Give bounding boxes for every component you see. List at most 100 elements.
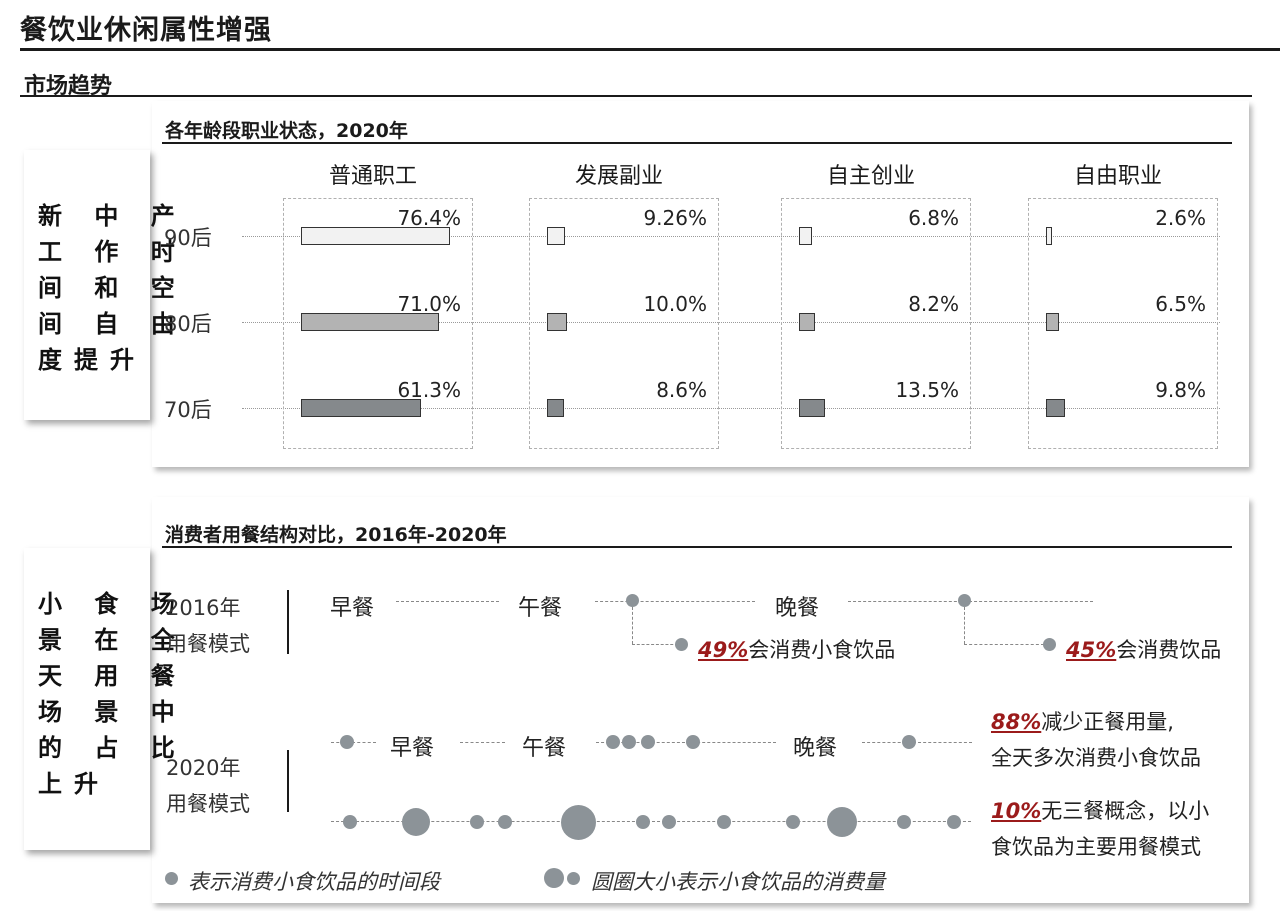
year-divider-2016	[287, 590, 289, 654]
col-header-1: 发展副业	[574, 164, 663, 189]
val-label-1-1: 10.0%	[643, 292, 707, 316]
snack-dot-2016-night	[958, 594, 971, 607]
snack-dot-2020b-8	[717, 815, 731, 829]
col-header-2: 自主创业	[826, 164, 915, 189]
snack-dot-2020b-7	[662, 815, 676, 829]
note-2020-b: 10%无三餐概念，以小 食饮品为主要用餐模式	[991, 793, 1209, 865]
note-2016-b-text: 会消费饮品	[1116, 638, 1222, 662]
row-guide-2	[242, 408, 1220, 409]
meal-lunch-2020: 午餐	[522, 736, 567, 761]
bar-2-2	[799, 399, 826, 417]
panel-rule-meal	[162, 546, 1232, 548]
note-2020-b-pct: 10%	[991, 799, 1042, 823]
bar-2-0	[799, 227, 813, 245]
snack-dot-2020b-10	[827, 807, 857, 837]
timeline-2016-seg2	[595, 601, 755, 602]
note-2020-a-line1: 88%减少正餐用量,	[991, 704, 1201, 740]
note-2020-a-text2: 全天多次消费小食饮品	[991, 746, 1201, 770]
note-2020-a: 88%减少正餐用量, 全天多次消费小食饮品	[991, 704, 1201, 776]
meal-dinner-2016: 晚餐	[775, 596, 820, 621]
snack-dot-2020b-5	[561, 805, 596, 840]
year-label-2016: 2016年 用餐模式	[166, 596, 250, 656]
panel-meal-structure	[152, 497, 1249, 903]
note-2020-b-line1: 10%无三餐概念，以小	[991, 793, 1209, 829]
snack-dot-2020b-9	[786, 815, 800, 829]
snack-dot-2020a-3	[622, 735, 636, 749]
snack-dot-2016-a-note	[675, 638, 688, 651]
timeline-2016-seg1	[396, 601, 499, 602]
timeline-2020a-seg2	[460, 742, 505, 743]
note-2016-b: 45%会消费饮品	[1066, 634, 1221, 664]
snack-dot-2020b-11	[897, 815, 911, 829]
row-guide-1	[242, 322, 1220, 323]
val-label-3-2: 9.8%	[1155, 378, 1206, 402]
side-box-meal: 小 食 场 景 在 全 天 用 餐 场 景 中 的 占 比 上升	[24, 548, 175, 850]
bar-0-2	[301, 399, 421, 417]
occupation-chart: 90后 80后 70后 普通职工 76.4% 71.0% 61.3% 发展副业 9.26% 10.…	[164, 164, 1220, 449]
bar-1-1	[547, 313, 567, 331]
bar-3-1	[1046, 313, 1059, 331]
side-text-occupation: 新 中 产 工 作 时 间 和 空 间 自 由 度提升	[38, 202, 187, 374]
meal-breakfast-2020: 早餐	[390, 736, 435, 761]
timeline-2020b	[331, 821, 971, 822]
snack-dot-2020b-1	[343, 815, 357, 829]
val-label-0-1: 71.0%	[397, 292, 461, 316]
section-divider	[20, 95, 1252, 97]
meal-lunch-2016: 午餐	[518, 596, 563, 621]
panel-rule-occupation	[162, 142, 1232, 144]
snack-dot-2020a-6	[902, 735, 916, 749]
year-label-2020: 2020年 用餐模式	[166, 756, 250, 816]
bar-3-2	[1046, 399, 1066, 417]
snack-dot-2020a-1	[340, 735, 354, 749]
connector-2016-a-v	[632, 607, 633, 644]
bar-2-1	[799, 313, 815, 331]
note-2016-a-text: 会消费小食饮品	[748, 638, 896, 662]
snack-dot-2016-b-note	[1043, 638, 1056, 651]
page-title: 餐饮业休闲属性增强	[20, 15, 272, 46]
note-2016-b-pct: 45%	[1066, 638, 1117, 662]
col-box-3	[1028, 198, 1218, 449]
side-text-meal: 小 食 场 景 在 全 天 用 餐 场 景 中 的 占 比 上升	[38, 590, 187, 798]
side-box-occupation: 新 中 产 工 作 时 间 和 空 间 自 由 度提升	[24, 150, 175, 420]
legend-size-text: 圆圈大小表示小食饮品的消费量	[591, 870, 885, 894]
year-divider-2020	[287, 750, 289, 812]
note-2016-a: 49%会消费小食饮品	[698, 634, 895, 664]
note-2016-a-pct: 49%	[698, 638, 749, 662]
val-label-3-0: 2.6%	[1155, 206, 1206, 230]
connector-2016-b-v	[964, 607, 965, 644]
bar-1-2	[547, 399, 564, 417]
val-label-1-2: 8.6%	[656, 378, 707, 402]
snack-dot-2020b-2	[402, 808, 430, 836]
snack-dot-2020b-12	[947, 815, 961, 829]
val-label-3-1: 6.5%	[1155, 292, 1206, 316]
val-label-2-2: 13.5%	[895, 378, 959, 402]
bar-1-0	[547, 227, 566, 245]
col-header-0: 普通职工	[328, 164, 417, 189]
panel-title-occupation: 各年龄段职业状态，2020年	[165, 120, 408, 142]
connector-2016-b-h	[964, 644, 1044, 645]
connector-2016-a-h	[632, 644, 678, 645]
meal-breakfast-2016: 早餐	[330, 596, 375, 621]
note-2020-b-text2: 食饮品为主要用餐模式	[991, 835, 1201, 859]
row-label-2: 70后	[164, 398, 212, 422]
row-guide-0	[242, 236, 1220, 237]
col-box-2	[781, 198, 971, 449]
title-divider	[20, 48, 1280, 51]
val-label-0-2: 61.3%	[397, 378, 461, 402]
note-2020-a-text1: 减少正餐用量,	[1041, 710, 1174, 734]
timeline-2020a-seg4	[862, 742, 972, 743]
row-label-1: 80后	[164, 312, 212, 336]
snack-dot-2020a-5	[686, 735, 700, 749]
note-2020-a-pct: 88%	[991, 710, 1042, 734]
snack-dot-2020a-2	[606, 735, 620, 749]
note-2020-b-text1: 无三餐概念，以小	[1041, 799, 1210, 823]
col-box-0	[283, 198, 473, 449]
bar-0-1	[301, 313, 440, 331]
snack-dot-2020b-6	[636, 815, 650, 829]
col-box-1	[529, 198, 719, 449]
bar-0-0	[301, 227, 450, 245]
legend-size-icon-small	[567, 872, 580, 885]
snack-dot-2020a-4	[641, 735, 655, 749]
section-title: 市场趋势	[24, 74, 113, 99]
col-header-3: 自由职业	[1073, 164, 1162, 189]
